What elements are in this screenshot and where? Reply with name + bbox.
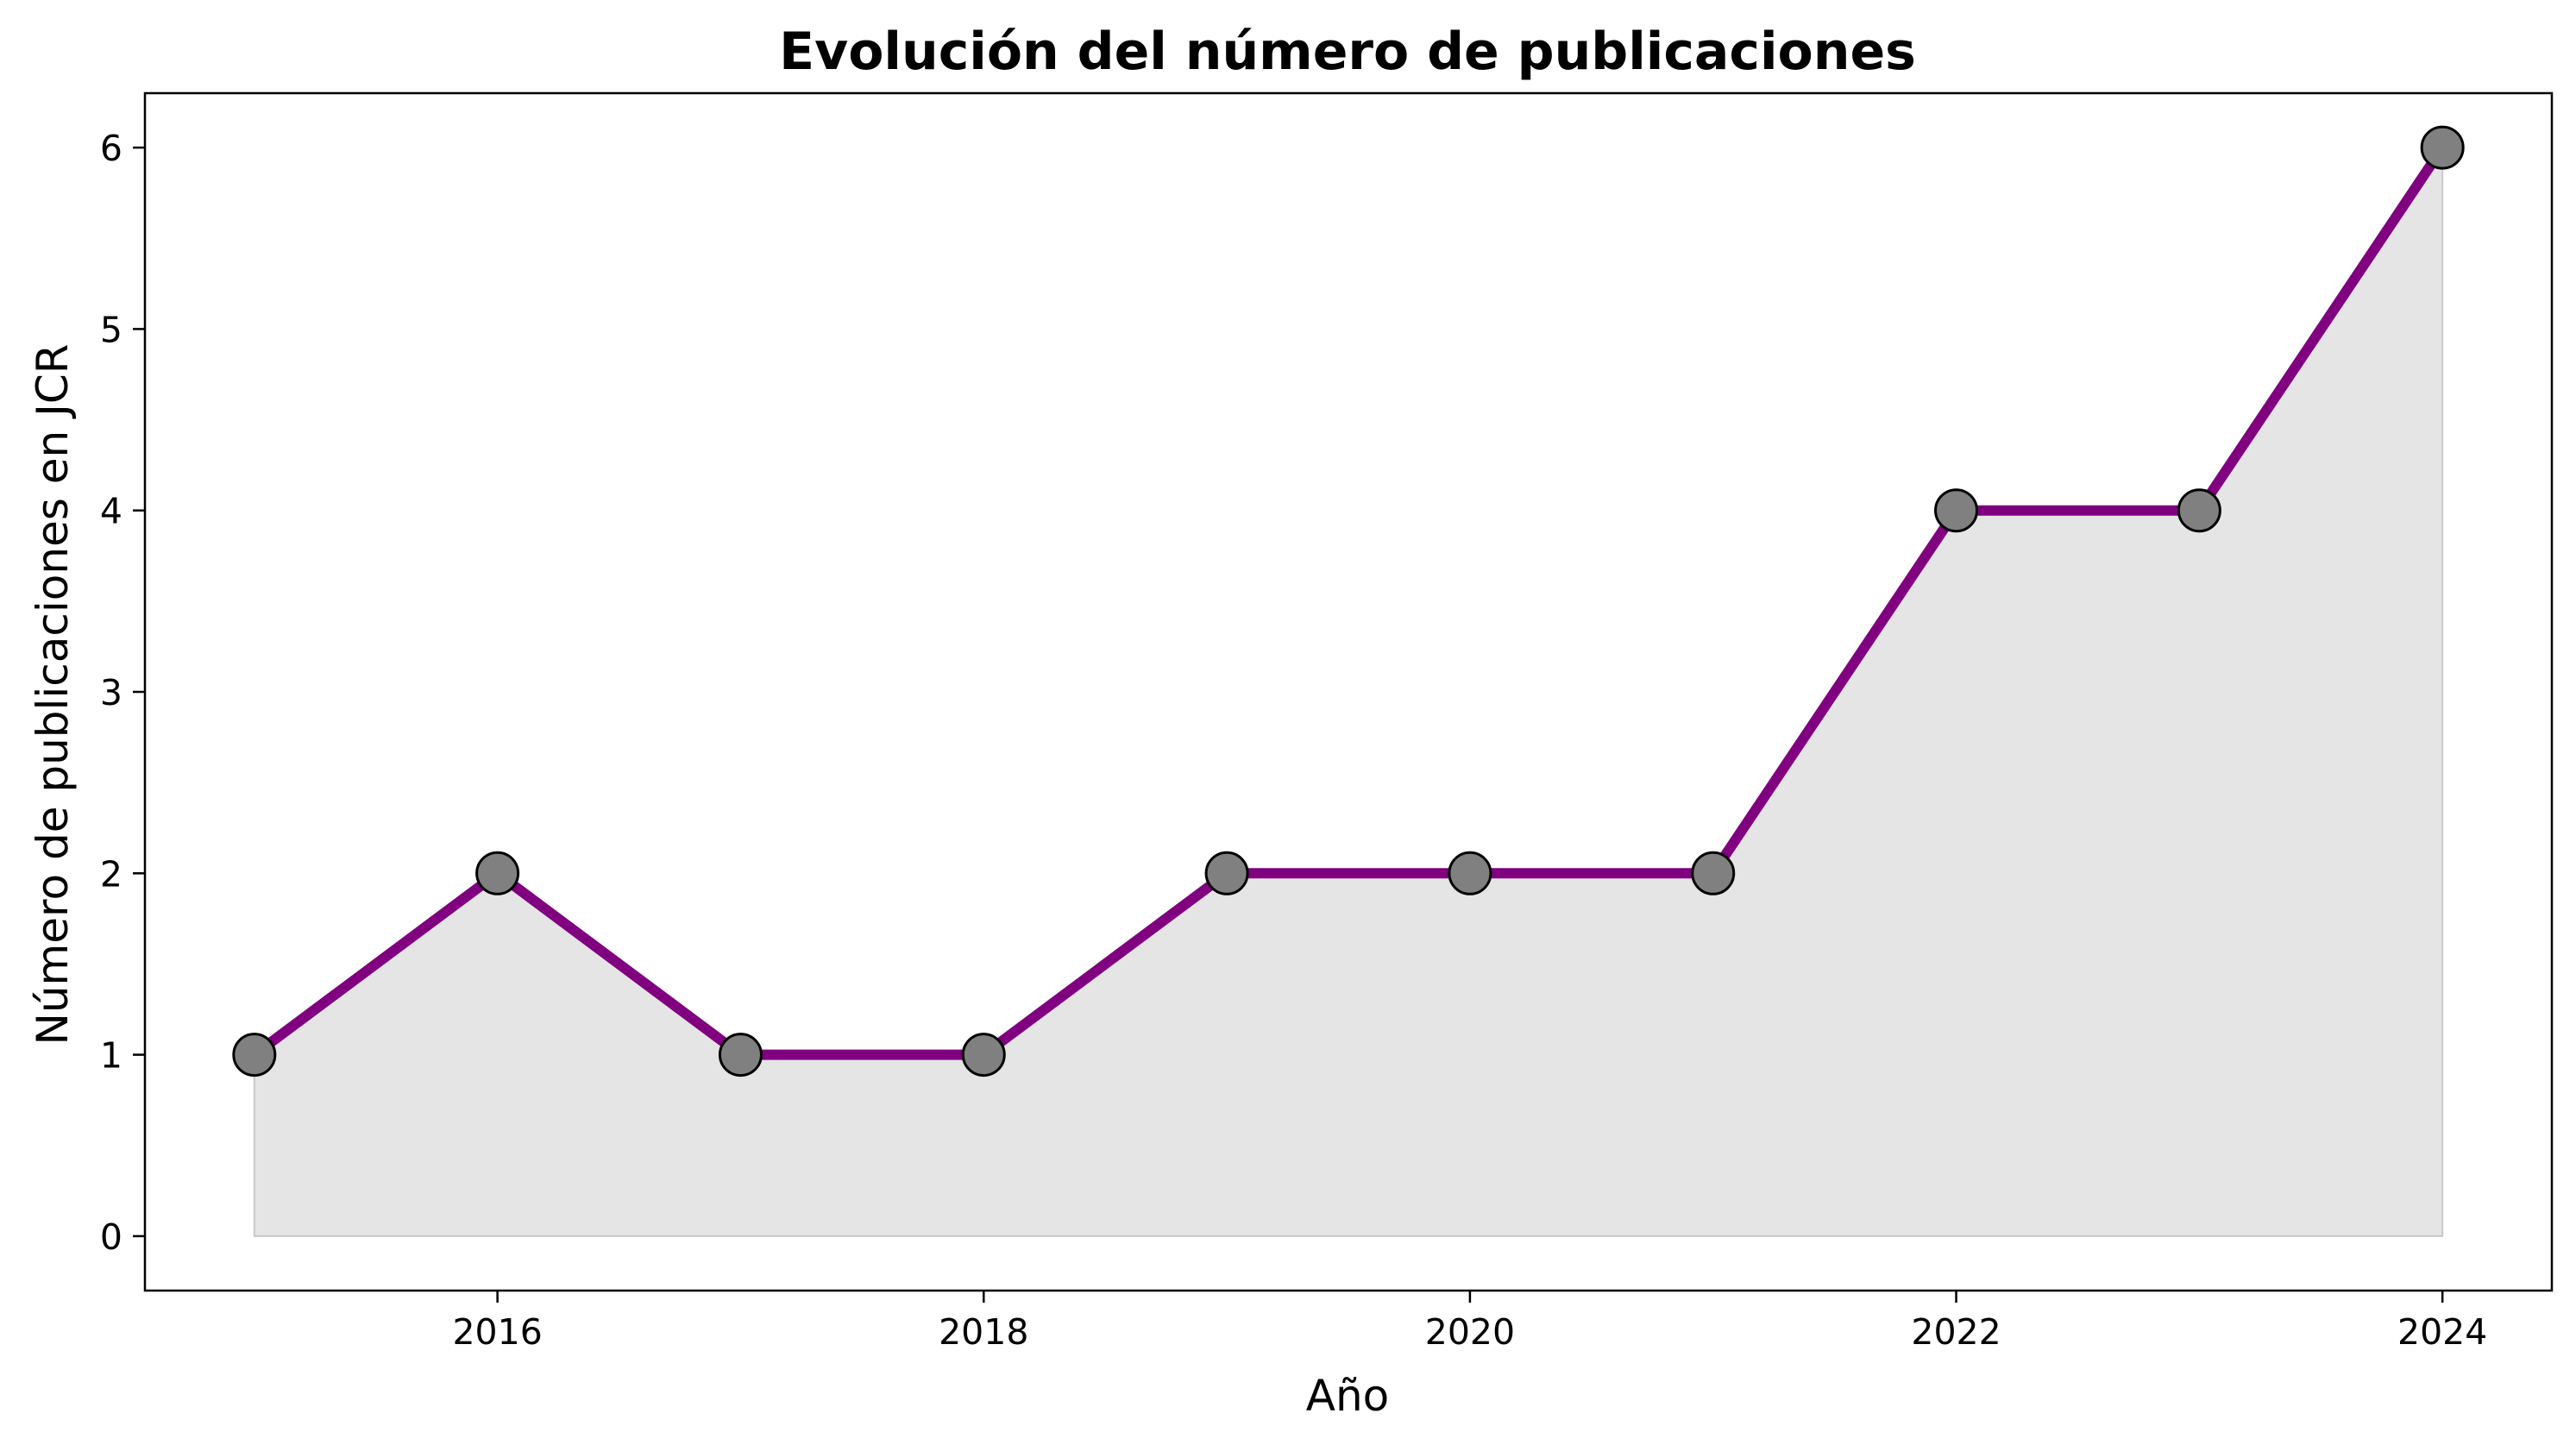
data-point (718, 1033, 763, 1077)
y-tick-label: 5 (100, 309, 123, 350)
x-tick-label: 2022 (1911, 1311, 2001, 1353)
plot-area: 2016 2018 2020 2022 2024 0 1 2 3 4 5 6 (100, 91, 2554, 1353)
x-tick-label: 2018 (939, 1311, 1028, 1353)
data-point (1204, 851, 1249, 895)
y-tick-label: 6 (100, 128, 123, 169)
data-point (961, 1033, 1006, 1077)
data-point (475, 851, 520, 895)
data-point (1691, 851, 1736, 895)
y-axis-label: Número de publicaciones en JCR (28, 343, 78, 1045)
data-point (2420, 125, 2465, 170)
chart-title: Evolución del número de publicaciones (779, 22, 1916, 82)
area-fill (253, 144, 2444, 1237)
x-tick-label: 2024 (2397, 1311, 2487, 1353)
x-tick-label: 2016 (452, 1311, 542, 1353)
y-tick-label: 1 (100, 1035, 123, 1077)
x-axis-label: Año (1306, 1371, 1389, 1421)
y-tick-label: 3 (100, 672, 123, 713)
series-line (251, 144, 2447, 1060)
y-tick-label: 2 (100, 853, 123, 895)
data-point (1934, 488, 1979, 533)
y-tick-label: 4 (100, 491, 123, 532)
y-tick-label: 0 (100, 1216, 123, 1258)
data-point (232, 1033, 277, 1077)
x-tick-label: 2020 (1425, 1311, 1515, 1353)
data-point (2177, 488, 2221, 533)
data-point (1448, 851, 1492, 895)
